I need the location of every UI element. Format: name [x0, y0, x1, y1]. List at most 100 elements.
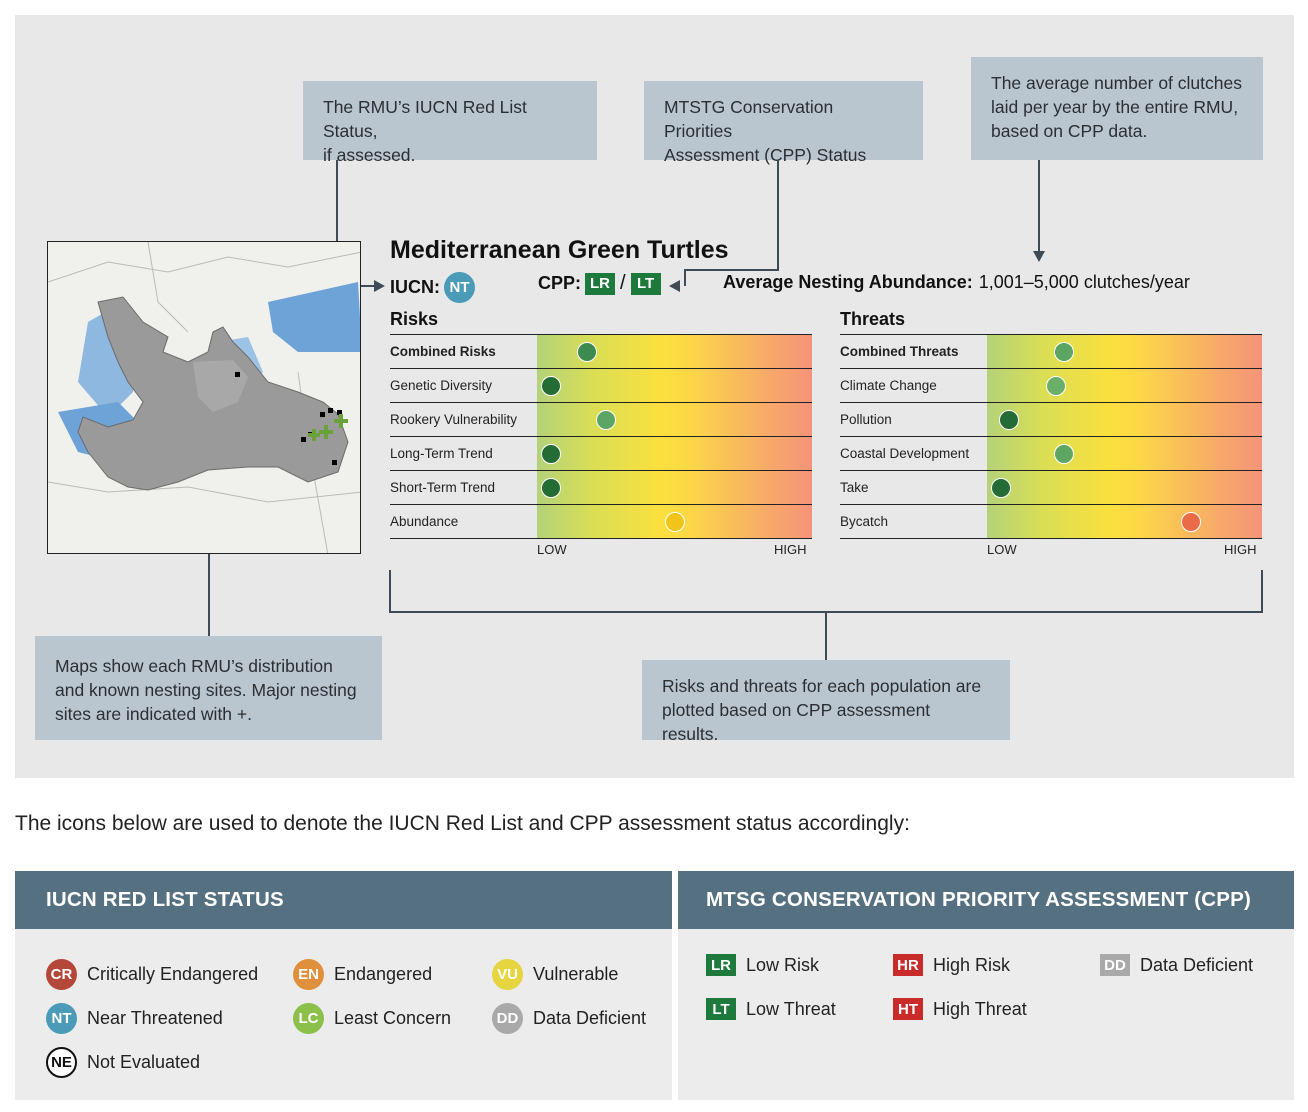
cpp-separator: /: [620, 272, 626, 294]
legend-en: EN Endangered: [293, 959, 432, 990]
cpp-connector: [777, 160, 779, 270]
risks-row-label: Long-Term Trend: [390, 446, 493, 461]
iucn-label: IUCN:: [390, 277, 440, 297]
risks-level-dot: [595, 410, 616, 430]
nt-icon: NT: [46, 1003, 77, 1034]
hr-icon: HR: [893, 954, 923, 976]
cpp-status-row: CPP: LR / LT: [538, 272, 661, 295]
cr-icon: CR: [46, 959, 77, 990]
threats-title: Threats: [840, 309, 906, 329]
risks-row-label: Rookery Vulnerability: [390, 412, 518, 427]
cpp-connector-h2: [684, 269, 686, 286]
threats-row-label: Pollution: [840, 412, 892, 427]
risks-title: Risks: [390, 309, 439, 329]
threats-level-dot: [999, 410, 1019, 430]
legend-lt: LT Low Threat: [706, 998, 836, 1020]
threats-gradient-bar: [987, 437, 1262, 471]
iucn-connector: [336, 160, 338, 286]
risks-gradient-bar: [537, 403, 812, 437]
threats-level-dot: [1180, 512, 1201, 532]
threats-low-label: LOW: [987, 542, 1017, 557]
risks-row: Long-Term Trend: [390, 436, 812, 471]
risks-low-label: LOW: [537, 542, 567, 557]
legend-hr-label: High Risk: [933, 954, 1011, 975]
iucn-arrow: [374, 280, 385, 292]
bracket-right: [1261, 570, 1263, 612]
legend-lc-label: Least Concern: [334, 1008, 452, 1028]
threats-level-dot: [990, 478, 1011, 498]
abundance-value: 1,001–5,000 clutches/year: [978, 272, 1190, 292]
risks-level-dot: [540, 376, 561, 396]
threats-gradient-bar: [987, 369, 1262, 403]
threats-level-dot: [1054, 342, 1074, 362]
lr-icon: LR: [706, 954, 736, 976]
risks-level-dot: [540, 444, 561, 464]
threats-level-dot: [1054, 444, 1074, 464]
abundance-connector: [1038, 160, 1040, 252]
threats-gradient-bar: [987, 335, 1262, 369]
cpp-legend-title: MTSG CONSERVATION PRIORITY ASSESSMENT (C…: [678, 871, 1294, 929]
risks-row-label: Abundance: [390, 514, 459, 529]
legend-vu-label: Vulnerable: [533, 964, 619, 984]
abundance-row: Average Nesting Abundance: 1,001–5,000 c…: [723, 272, 1190, 293]
lc-icon: LC: [293, 1003, 324, 1034]
legend-lr: LR Low Risk: [706, 954, 819, 976]
threats-row: Coastal Development: [840, 436, 1262, 471]
risks-row-label: Combined Risks: [390, 344, 496, 359]
iucn-callout: The RMU’s IUCN Red List Status, if asses…: [303, 81, 597, 165]
risks-row-label: Short-Term Trend: [390, 480, 496, 495]
legend-dd-label: Data Deficient: [533, 1008, 647, 1028]
threats-gradient-bar: [987, 403, 1262, 437]
legend-ht: HT High Threat: [893, 998, 1027, 1020]
risks-row-label: Genetic Diversity: [390, 378, 493, 393]
cpp-label: CPP:: [538, 273, 582, 293]
legend-lr-label: Low Risk: [746, 954, 820, 975]
legend-dd: DD Data Deficient: [492, 1003, 646, 1034]
threats-row-label: Take: [840, 480, 869, 495]
legend-intro: The icons below are used to denote the I…: [15, 812, 910, 835]
rmu-map: [47, 241, 361, 554]
legend-hr: HR High Risk: [893, 954, 1010, 976]
bracket-stem: [825, 611, 827, 660]
risks-high-label: HIGH: [774, 542, 807, 557]
iucn-badge: NT: [444, 272, 475, 303]
risks-bottom-rule: [390, 538, 812, 539]
dd-icon: DD: [492, 1003, 523, 1034]
risks-row: Abundance: [390, 504, 812, 539]
threats-row: Combined Threats: [840, 334, 1262, 369]
en-icon: EN: [293, 959, 324, 990]
lt-icon: LT: [706, 998, 736, 1020]
map-image: [48, 242, 360, 553]
legend-lc: LC Least Concern: [293, 1003, 451, 1034]
cpp-threat-badge: LT: [630, 272, 661, 295]
legend-cpp-dd-label: Data Deficient: [1140, 954, 1254, 975]
risks-row: Genetic Diversity: [390, 368, 812, 403]
legend-cr: CR Critically Endangered: [46, 959, 258, 990]
abundance-callout: The average number of clutches laid per …: [971, 57, 1263, 160]
ne-icon: NE: [46, 1047, 77, 1078]
risks-level-dot: [540, 478, 561, 498]
threats-row-label: Bycatch: [840, 514, 889, 529]
legend-lt-label: Low Threat: [746, 998, 836, 1019]
risks-row: Rookery Vulnerability: [390, 402, 812, 437]
legend-vu: VU Vulnerable: [492, 959, 618, 990]
risks-row: Short-Term Trend: [390, 470, 812, 505]
abundance-callout-text: The average number of clutches laid per …: [991, 73, 1242, 141]
legend-ne-label: Not Evaluated: [87, 1052, 201, 1072]
maps-callout-text: Maps show each RMU’s distribution and kn…: [55, 656, 357, 724]
cpp-arrow: [669, 280, 680, 292]
legend-ne: NE Not Evaluated: [46, 1047, 200, 1078]
cpp-connector-h: [684, 269, 779, 271]
abundance-arrow: [1033, 251, 1045, 262]
threats-row-label: Combined Threats: [840, 344, 959, 359]
threats-gradient-bar: [987, 471, 1262, 505]
risks-gradient-bar: [537, 369, 812, 403]
cpp-legend: MTSG CONSERVATION PRIORITY ASSESSMENT (C…: [678, 871, 1294, 1100]
iucn-legend: IUCN RED LIST STATUS CR Critically Endan…: [15, 871, 672, 1100]
legend-nt: NT Near Threatened: [46, 1003, 223, 1034]
risks-level-dot: [664, 512, 685, 532]
legend-cr-label: Critically Endangered: [87, 964, 259, 984]
legend-ht-label: High Threat: [933, 998, 1027, 1019]
legend-nt-label: Near Threatened: [87, 1008, 223, 1028]
iucn-status-row: IUCN: NT: [390, 272, 475, 303]
